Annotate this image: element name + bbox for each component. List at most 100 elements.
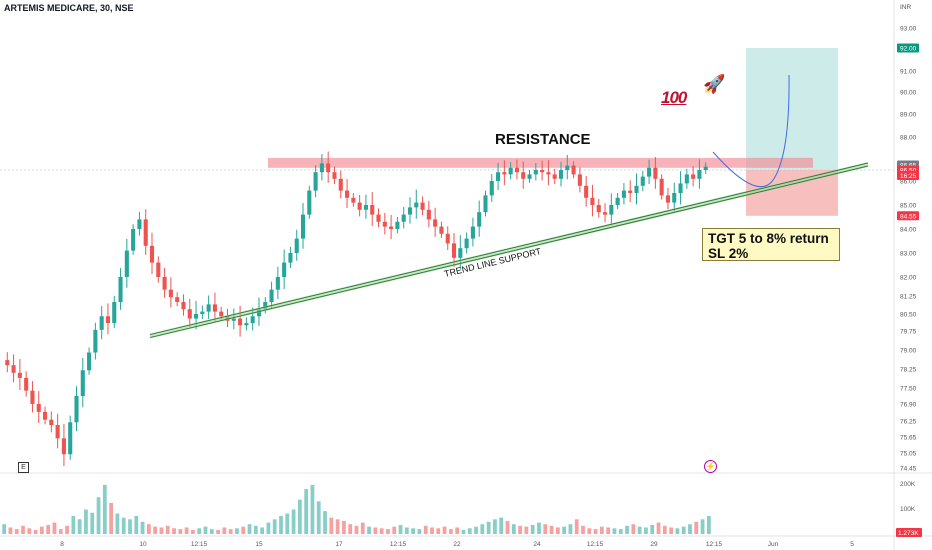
volume-bar	[310, 485, 315, 534]
candle-body	[653, 167, 658, 179]
candle-body	[389, 226, 394, 229]
time-tick-label: 17	[335, 541, 343, 548]
resistance-zone	[268, 157, 813, 168]
volume-bar	[335, 519, 340, 534]
volume-bar	[669, 527, 673, 534]
volume-bar	[58, 529, 63, 534]
stoploss-text: SL 2%	[708, 246, 749, 261]
time-tick-label: 29	[650, 541, 658, 548]
price-label: 16:25	[900, 173, 917, 180]
volume-bar	[348, 524, 353, 534]
volume-bar	[675, 528, 680, 534]
price-tick-label: 86.00	[900, 179, 917, 186]
volume-bar	[593, 529, 598, 534]
candle-body	[521, 172, 526, 179]
candle-body	[42, 411, 48, 420]
time-tick-label: 22	[453, 541, 461, 548]
volume-bar	[499, 517, 504, 534]
candle-body	[231, 318, 236, 321]
price-tick-label: 78.25	[900, 367, 917, 374]
candle-body	[118, 277, 123, 302]
volume-bar	[555, 527, 560, 534]
candle-body	[137, 219, 142, 229]
volume-bar	[197, 528, 202, 534]
volume-bar	[71, 516, 76, 534]
volume-bar	[505, 520, 510, 534]
time-tick-label: 10	[139, 541, 147, 548]
candle-body	[30, 390, 35, 404]
volume-bar	[662, 525, 667, 534]
candle-body	[326, 163, 331, 173]
volume-bar	[455, 527, 460, 534]
candle-body	[470, 226, 475, 239]
candle-body	[678, 183, 683, 193]
volume-bar	[706, 516, 711, 534]
flash-icon[interactable]: ⚡	[704, 460, 717, 473]
candle-body	[590, 197, 595, 205]
candle-body	[93, 329, 98, 353]
volume-bar	[8, 527, 13, 534]
volume-bar	[587, 528, 592, 534]
volume-bar	[618, 529, 623, 534]
volume-bar	[235, 528, 239, 534]
volume-bar	[285, 513, 290, 534]
candle-body	[181, 302, 186, 310]
candle-body	[370, 205, 375, 215]
volume-bar	[656, 522, 661, 534]
price-tick-label: 93.00	[900, 26, 917, 33]
volume-bar	[625, 525, 629, 534]
volume-bar	[266, 522, 271, 534]
volume-bar	[379, 528, 384, 534]
candle-body	[609, 205, 614, 215]
volume-bar	[77, 519, 82, 534]
resistance-label: RESISTANCE	[495, 131, 591, 148]
volume-bar	[2, 524, 7, 534]
price-tick-label: 79.75	[900, 329, 917, 336]
candle-body	[124, 250, 129, 277]
candle-body	[628, 190, 633, 193]
candle-body	[445, 233, 450, 244]
candle-body	[74, 396, 79, 423]
candle-body	[36, 404, 41, 412]
candle-body	[659, 178, 664, 196]
volume-bar	[411, 528, 416, 534]
volume-bar	[40, 526, 44, 534]
candle-body	[162, 277, 167, 290]
candle-body	[212, 304, 217, 312]
price-label: 84.55	[900, 213, 917, 220]
candle-body	[382, 221, 387, 227]
candle-body	[275, 277, 280, 290]
volume-bar	[304, 489, 309, 534]
time-tick-label: 12:15	[191, 541, 208, 548]
volume-tick-label: 100K	[900, 506, 916, 513]
volume-bar	[323, 511, 327, 534]
volume-bar	[367, 526, 371, 534]
volume-bar	[562, 526, 567, 534]
candle-body	[621, 190, 626, 198]
price-tick-label: 74.45	[900, 466, 917, 473]
earnings-event-icon[interactable]: E	[18, 462, 29, 473]
price-label-bg	[897, 43, 919, 53]
price-tick-label: 75.65	[900, 435, 917, 442]
candle-body	[68, 422, 73, 455]
candle-body	[319, 163, 324, 173]
volume-bar	[511, 524, 516, 534]
volume-bar	[568, 524, 573, 534]
price-tick-label: 76.90	[900, 402, 917, 409]
time-tick-label: 5	[850, 541, 854, 548]
volume-bar	[644, 527, 648, 534]
price-tick-label: 81.25	[900, 294, 917, 301]
candle-body	[61, 438, 66, 455]
volume-bar	[203, 526, 208, 534]
volume-bar	[96, 497, 101, 534]
volume-bar	[436, 528, 441, 534]
volume-bar	[581, 525, 585, 534]
volume-last-label: 1.273K	[898, 530, 919, 537]
volume-bar	[486, 521, 491, 534]
candle-body	[80, 370, 85, 396]
time-tick-label: 12:15	[587, 541, 604, 548]
volume-tick-label: 200K	[900, 481, 916, 488]
price-label-bg	[897, 171, 919, 180]
candle-body	[99, 316, 104, 330]
